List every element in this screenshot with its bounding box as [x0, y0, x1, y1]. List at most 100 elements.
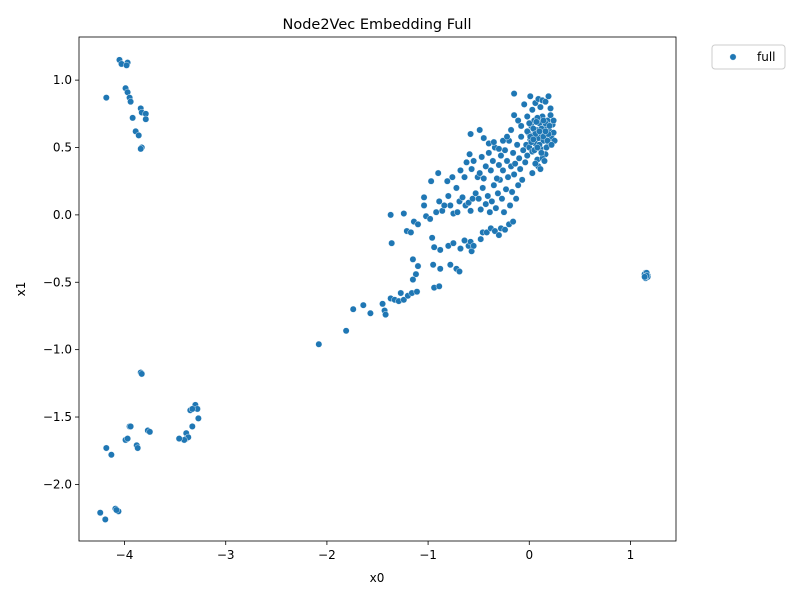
- x-axis: −4 −3 −2 −1 0 1: [116, 541, 634, 562]
- data-point: [315, 340, 323, 348]
- data-point: [501, 226, 509, 234]
- data-point: [502, 185, 510, 193]
- data-point: [467, 207, 474, 215]
- data-point: [504, 173, 512, 181]
- x-tick-label: −3: [217, 548, 235, 562]
- data-point: [476, 169, 484, 177]
- data-point: [512, 195, 520, 203]
- data-point: [487, 167, 495, 174]
- data-point: [508, 188, 516, 196]
- data-point: [142, 115, 150, 123]
- data-point: [426, 215, 434, 223]
- data-point: [435, 198, 443, 205]
- data-point: [465, 199, 472, 207]
- data-point: [542, 127, 549, 135]
- x-tick-label: −2: [318, 548, 336, 562]
- data-point: [137, 145, 145, 153]
- data-point: [138, 370, 146, 378]
- data-point: [544, 137, 551, 145]
- data-point: [517, 133, 525, 141]
- legend-marker: [729, 53, 737, 61]
- data-point: [459, 193, 466, 201]
- data-point: [480, 134, 488, 142]
- data-point: [124, 435, 131, 442]
- data-point: [526, 92, 534, 100]
- data-point: [477, 235, 485, 243]
- data-point: [523, 152, 531, 159]
- data-point: [479, 184, 487, 192]
- data-point: [457, 167, 464, 174]
- data-point: [414, 262, 422, 270]
- data-point: [448, 173, 456, 181]
- x-tick-label: −4: [116, 548, 134, 562]
- data-point: [466, 150, 473, 158]
- data-point: [427, 177, 435, 185]
- data-point: [529, 136, 537, 143]
- data-point: [454, 208, 461, 216]
- data-point: [397, 289, 405, 297]
- data-point: [342, 327, 350, 335]
- data-point: [503, 157, 511, 165]
- y-tick-label: −0.5: [43, 275, 72, 289]
- data-point: [123, 61, 130, 69]
- data-point: [510, 111, 518, 119]
- data-point: [509, 218, 517, 226]
- data-point: [429, 261, 437, 269]
- data-point: [428, 234, 436, 242]
- data-point: [523, 113, 531, 120]
- data-point: [470, 242, 478, 250]
- data-point: [127, 98, 135, 106]
- data-point: [107, 451, 115, 459]
- data-point: [468, 165, 475, 173]
- x-axis-title: x0: [370, 571, 385, 585]
- data-point: [547, 111, 554, 119]
- data-point: [478, 153, 486, 161]
- data-point: [480, 175, 488, 182]
- data-point: [495, 161, 503, 169]
- data-point: [414, 220, 422, 228]
- data-point: [463, 158, 470, 166]
- data-point: [457, 245, 464, 252]
- y-axis: −2.0 −1.5 −1.0 −0.5 0.0 0.5 1.0: [43, 73, 79, 491]
- legend: full: [711, 44, 786, 70]
- data-point: [538, 149, 545, 157]
- y-tick-label: −2.0: [43, 477, 72, 491]
- data-point: [436, 265, 444, 273]
- data-point: [490, 138, 498, 146]
- data-point: [521, 158, 529, 166]
- y-tick-label: −1.0: [43, 343, 72, 357]
- data-point: [387, 211, 395, 219]
- data-point: [540, 117, 547, 124]
- data-point: [461, 237, 468, 244]
- data-point: [420, 193, 428, 201]
- data-point: [494, 189, 502, 197]
- data-point: [409, 255, 417, 263]
- data-point: [349, 305, 357, 313]
- data-point: [476, 126, 484, 134]
- data-point: [175, 435, 183, 442]
- data-point: [528, 106, 536, 114]
- data-point: [513, 141, 521, 149]
- data-point: [472, 189, 480, 197]
- data-point: [482, 200, 490, 208]
- legend-label: full: [757, 50, 776, 64]
- data-point: [444, 192, 452, 200]
- data-point: [493, 175, 501, 182]
- data-point: [528, 169, 536, 177]
- data-point: [102, 94, 110, 102]
- data-point: [499, 167, 507, 174]
- data-point: [430, 243, 438, 251]
- chart-title: Node2Vec Embedding Full: [282, 17, 471, 33]
- y-axis-title: x1: [14, 282, 28, 297]
- data-point: [486, 208, 494, 216]
- data-point: [492, 204, 500, 212]
- data-point: [96, 509, 104, 517]
- data-point: [113, 506, 120, 514]
- plot-area: [78, 36, 677, 542]
- data-point: [188, 405, 196, 413]
- data-point: [516, 165, 524, 173]
- data-point: [514, 181, 522, 189]
- y-tick-label: 1.0: [53, 73, 72, 87]
- data-point: [102, 444, 110, 452]
